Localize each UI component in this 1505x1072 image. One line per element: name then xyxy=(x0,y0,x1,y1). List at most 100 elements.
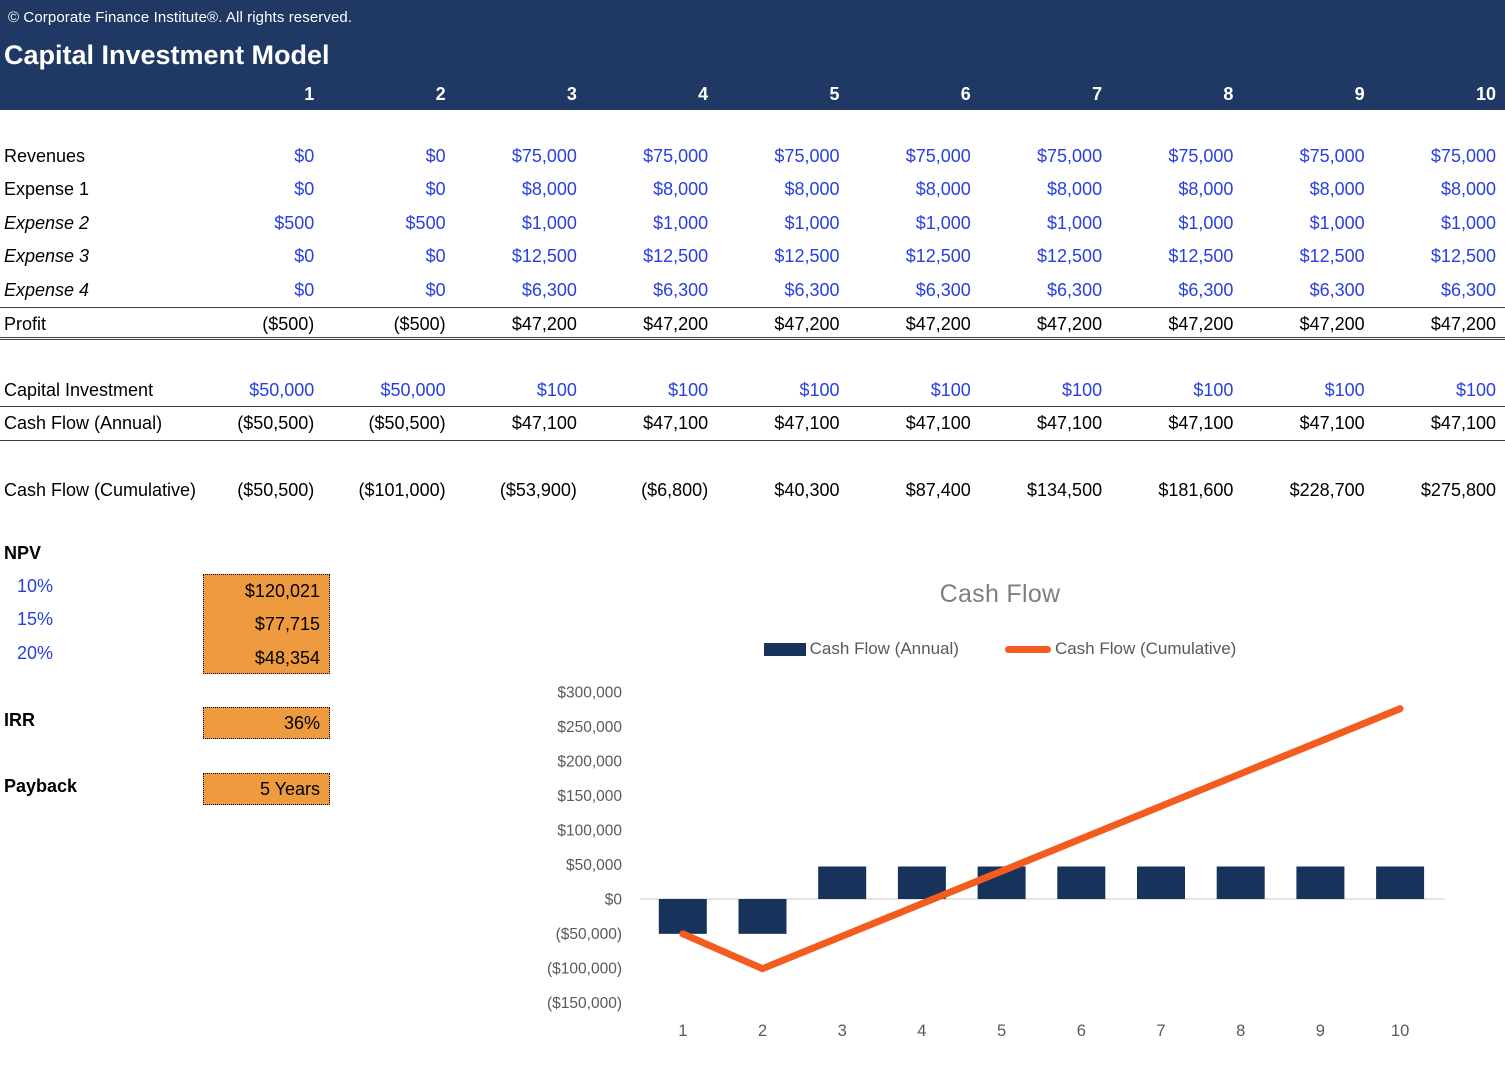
row-label[interactable]: Expense 2 xyxy=(4,212,90,233)
cell[interactable]: $8,000 xyxy=(1178,179,1234,200)
cell[interactable]: $100 xyxy=(536,379,577,400)
cell[interactable]: ($500) xyxy=(393,313,446,334)
cell[interactable]: $1,000 xyxy=(521,212,577,233)
cell[interactable]: $1,000 xyxy=(1047,212,1103,233)
cell[interactable]: $500 xyxy=(274,212,315,233)
row-label[interactable]: Expense 3 xyxy=(4,246,90,267)
cell[interactable]: $100 xyxy=(1193,379,1234,400)
column-header[interactable]: 8 xyxy=(1223,84,1234,104)
cell[interactable]: $134,500 xyxy=(1027,479,1103,500)
cell[interactable]: $47,100 xyxy=(1430,413,1496,434)
column-header[interactable]: 9 xyxy=(1354,84,1365,104)
column-header[interactable]: 10 xyxy=(1475,84,1496,104)
cell[interactable]: $100 xyxy=(1062,379,1103,400)
payback-value-box[interactable]: 5 Years xyxy=(203,773,330,805)
cell[interactable]: $100 xyxy=(1455,379,1496,400)
cell[interactable]: $75,000 xyxy=(511,146,577,166)
cell[interactable]: $47,200 xyxy=(905,313,971,334)
cell[interactable]: $1,000 xyxy=(1178,212,1234,233)
cell[interactable]: $47,100 xyxy=(643,413,709,434)
cell[interactable]: $12,500 xyxy=(643,246,709,267)
cell[interactable]: $47,200 xyxy=(774,313,840,334)
cell[interactable]: $1,000 xyxy=(915,212,971,233)
cell[interactable]: $12,500 xyxy=(1168,246,1234,267)
cell[interactable]: $75,000 xyxy=(1299,146,1365,166)
cell[interactable]: $75,000 xyxy=(1168,146,1234,166)
cell[interactable]: $181,600 xyxy=(1158,479,1234,500)
cell[interactable]: $8,000 xyxy=(1309,179,1365,200)
cell[interactable]: $0 xyxy=(294,146,315,166)
cell[interactable]: $8,000 xyxy=(521,179,577,200)
row-label[interactable]: Expense 4 xyxy=(4,279,90,300)
row-label[interactable]: Expense 1 xyxy=(4,179,90,200)
cell[interactable]: $75,000 xyxy=(643,146,709,166)
cell[interactable]: $47,200 xyxy=(643,313,709,334)
cell[interactable]: $50,000 xyxy=(380,379,446,400)
row-label[interactable]: Revenues xyxy=(4,146,86,166)
cell[interactable]: $75,000 xyxy=(905,146,971,166)
npv-values-box[interactable]: $120,021 $77,715 $48,354 xyxy=(203,574,330,674)
cell[interactable]: $6,300 xyxy=(915,279,971,300)
cell[interactable]: $0 xyxy=(294,279,315,300)
cell[interactable]: $0 xyxy=(425,279,446,300)
cell[interactable]: ($101,000) xyxy=(358,479,446,500)
cell[interactable]: $8,000 xyxy=(784,179,840,200)
cell[interactable]: $8,000 xyxy=(915,179,971,200)
cell[interactable]: $47,200 xyxy=(511,313,577,334)
cell[interactable]: $1,000 xyxy=(1440,212,1496,233)
cell[interactable]: $47,200 xyxy=(1037,313,1103,334)
cell[interactable]: $100 xyxy=(799,379,840,400)
cell[interactable]: $47,100 xyxy=(1037,413,1103,434)
cell[interactable]: $100 xyxy=(930,379,971,400)
cell[interactable]: $0 xyxy=(425,179,446,200)
cell[interactable]: $8,000 xyxy=(1440,179,1496,200)
column-header[interactable]: 3 xyxy=(566,84,577,104)
column-header[interactable]: 2 xyxy=(435,84,446,104)
cell[interactable]: $47,100 xyxy=(1299,413,1365,434)
cell[interactable]: $0 xyxy=(294,246,315,267)
cell[interactable]: ($50,500) xyxy=(368,413,446,434)
cell[interactable]: $1,000 xyxy=(784,212,840,233)
cell[interactable]: $47,200 xyxy=(1168,313,1234,334)
cell[interactable]: $6,300 xyxy=(521,279,577,300)
cell[interactable]: $75,000 xyxy=(774,146,840,166)
cell[interactable]: $6,300 xyxy=(1309,279,1365,300)
cell[interactable]: $100 xyxy=(668,379,709,400)
cell[interactable]: ($50,500) xyxy=(237,479,315,500)
cell[interactable]: $50,000 xyxy=(249,379,315,400)
cell[interactable]: $75,000 xyxy=(1430,146,1496,166)
cell[interactable]: $228,700 xyxy=(1289,479,1365,500)
cell[interactable]: $12,500 xyxy=(774,246,840,267)
column-header[interactable]: 5 xyxy=(829,84,840,104)
cell[interactable]: $1,000 xyxy=(653,212,709,233)
cell[interactable]: $275,800 xyxy=(1420,479,1496,500)
cell[interactable]: $0 xyxy=(425,146,446,166)
cell[interactable]: $87,400 xyxy=(905,479,971,500)
cell[interactable]: $47,100 xyxy=(1168,413,1234,434)
cell[interactable]: $75,000 xyxy=(1037,146,1103,166)
cell[interactable]: $100 xyxy=(1324,379,1365,400)
cell[interactable]: $6,300 xyxy=(653,279,709,300)
column-header[interactable]: 1 xyxy=(304,84,315,104)
cell[interactable]: ($50,500) xyxy=(237,413,315,434)
column-header[interactable]: 6 xyxy=(960,84,971,104)
cell[interactable]: $40,300 xyxy=(774,479,840,500)
npv-rate-label[interactable]: 10% xyxy=(16,576,53,596)
cell[interactable]: $6,300 xyxy=(1047,279,1103,300)
row-label[interactable]: Cash Flow (Cumulative) xyxy=(4,479,197,500)
cell[interactable]: $47,200 xyxy=(1430,313,1496,334)
cell[interactable]: $47,100 xyxy=(905,413,971,434)
cell[interactable]: $12,500 xyxy=(1299,246,1365,267)
npv-rate-label[interactable]: 20% xyxy=(16,642,53,663)
cell[interactable]: $8,000 xyxy=(1047,179,1103,200)
cell[interactable]: $47,100 xyxy=(511,413,577,434)
cell[interactable]: $6,300 xyxy=(784,279,840,300)
cell[interactable]: $0 xyxy=(425,246,446,267)
cell[interactable]: $500 xyxy=(405,212,446,233)
row-label[interactable]: Profit xyxy=(4,313,47,334)
cell[interactable]: $47,100 xyxy=(774,413,840,434)
cell[interactable]: $1,000 xyxy=(1309,212,1365,233)
npv-rate-label[interactable]: 15% xyxy=(16,609,53,630)
row-label[interactable]: Capital Investment xyxy=(4,379,154,400)
cell[interactable]: ($53,900) xyxy=(499,479,577,500)
